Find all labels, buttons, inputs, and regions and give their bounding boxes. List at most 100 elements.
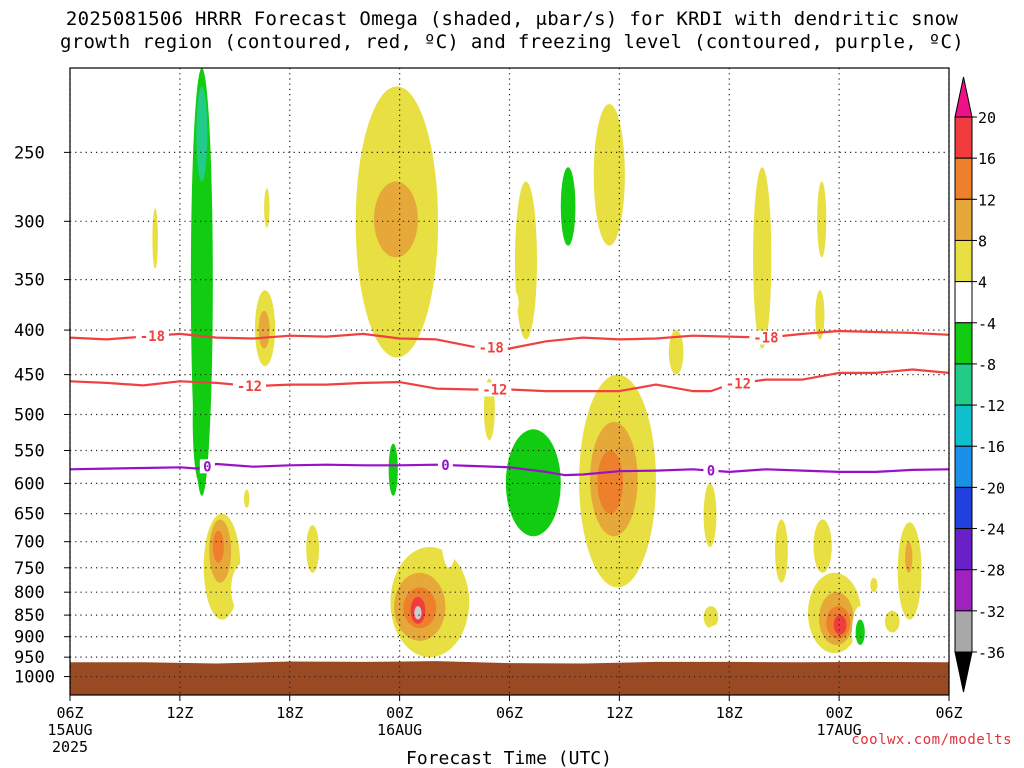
omega-region	[870, 577, 878, 593]
y-tick-label: 750	[14, 559, 45, 579]
colorbar-segment	[954, 569, 973, 612]
contour-label: -18	[753, 331, 778, 347]
omega-region	[597, 450, 624, 514]
omega-region	[258, 310, 270, 349]
colorbar-segment	[954, 404, 973, 447]
omega-region	[110, 410, 129, 561]
omega-region	[439, 467, 459, 568]
omega-region	[231, 562, 257, 616]
omega-region	[884, 610, 900, 633]
colorbar-label: -28	[978, 562, 1005, 580]
omega-region	[152, 208, 158, 269]
omega-region	[507, 290, 519, 316]
x-tick-label: 18Z	[276, 704, 303, 722]
y-tick-label: 250	[14, 143, 45, 163]
omega-region	[707, 623, 741, 639]
omega-region	[668, 615, 682, 654]
colorbar-segment	[954, 528, 973, 571]
colorbar-top-arrow	[954, 76, 973, 118]
colorbar-label: 20	[978, 109, 996, 127]
colorbar-bottom-arrow	[954, 651, 973, 693]
contour-label: 0	[441, 458, 449, 474]
x-tick-year-label: 2025	[52, 738, 88, 756]
contour-label-bg	[703, 463, 719, 478]
omega-region	[703, 606, 719, 629]
omega-region	[373, 181, 418, 258]
contour-label-bg	[135, 328, 169, 343]
colorbar-label: -24	[978, 521, 1005, 539]
omega-region	[905, 541, 913, 573]
y-tick-label: 650	[14, 505, 45, 525]
colorbar-segment	[954, 445, 973, 488]
contour-label: -18	[140, 329, 165, 345]
colorbar-segment	[954, 239, 973, 283]
contour-label-bg	[474, 340, 508, 355]
x-tick-label: 12Z	[166, 704, 193, 722]
contour-line-dgz_-12	[70, 368, 949, 393]
contour-label: -18	[479, 341, 504, 357]
colorbar-label: -16	[978, 438, 1005, 456]
contour-label-bg	[232, 378, 266, 393]
omega-region	[384, 414, 415, 563]
contour-label-bg	[749, 330, 783, 345]
omega-region	[243, 489, 250, 508]
omega-region	[553, 112, 598, 340]
y-tick-label: 550	[14, 442, 45, 462]
colorbar-label: -32	[978, 603, 1005, 621]
temperature-contours: -18 -18 -18 -12 -12 -12 0 0 0	[70, 328, 949, 480]
colorbar-segment	[954, 322, 973, 365]
omega-region	[815, 290, 825, 340]
ground-surface	[70, 661, 949, 695]
contour-label-bg	[199, 459, 215, 474]
y-tick-label: 900	[14, 628, 45, 648]
colorbar-label: -4	[978, 315, 996, 333]
omega-region	[813, 519, 832, 573]
colorbar-label: -20	[978, 479, 1005, 497]
omega-region	[253, 421, 277, 490]
omega-region	[593, 104, 625, 246]
omega-region	[921, 295, 929, 367]
omega-region	[833, 615, 847, 635]
omega-region	[560, 167, 576, 246]
contour-label-bg	[478, 382, 512, 397]
colorbar-label: -8	[978, 356, 996, 374]
omega-region	[514, 181, 537, 340]
contour-label: 0	[203, 459, 211, 475]
y-tick-label: 800	[14, 583, 45, 603]
contour-label-bg	[437, 458, 453, 473]
omega-region	[775, 632, 792, 650]
omega-region	[306, 525, 320, 573]
colorbar-label: 16	[978, 150, 996, 168]
x-tick-label: 18Z	[716, 704, 743, 722]
x-tick-label: 00Z	[826, 704, 853, 722]
omega-region	[674, 104, 693, 222]
omega-region	[264, 188, 270, 228]
chart-title: 2025081506 HRRR Forecast Omega (shaded, …	[0, 8, 1024, 54]
omega-region	[196, 86, 208, 182]
omega-region	[668, 330, 684, 375]
colorbar-segment	[954, 157, 973, 200]
colorbar-label: 4	[978, 274, 987, 292]
colorbar-label: 12	[978, 191, 996, 209]
omega-region	[388, 443, 398, 496]
x-axis-title: Forecast Time (UTC)	[406, 748, 612, 768]
colorbar: 20 16 12 8 4 -4 -8 -12 -16 -20 -24 -28 -32 -36	[954, 76, 1005, 693]
contour-label: -12	[482, 382, 507, 398]
colorbar-segment	[954, 486, 973, 530]
omega-region	[192, 357, 208, 484]
x-tick-label: 00Z	[386, 704, 413, 722]
x-tick-label: 06Z	[496, 704, 523, 722]
source-credit: coolwx.com/modelts	[851, 732, 1012, 748]
omega-region	[414, 606, 422, 620]
y-tick-label: 600	[14, 474, 45, 494]
y-tick-label: 850	[14, 606, 45, 626]
omega-region	[855, 619, 865, 646]
y-tick-label: 700	[14, 533, 45, 553]
x-tick-label: 06Z	[935, 704, 962, 722]
y-tick-label: 500	[14, 405, 45, 425]
colorbar-segment	[954, 198, 973, 241]
contour-label: -12	[237, 379, 262, 395]
omega-region	[775, 519, 788, 583]
x-tick-label: 12Z	[606, 704, 633, 722]
